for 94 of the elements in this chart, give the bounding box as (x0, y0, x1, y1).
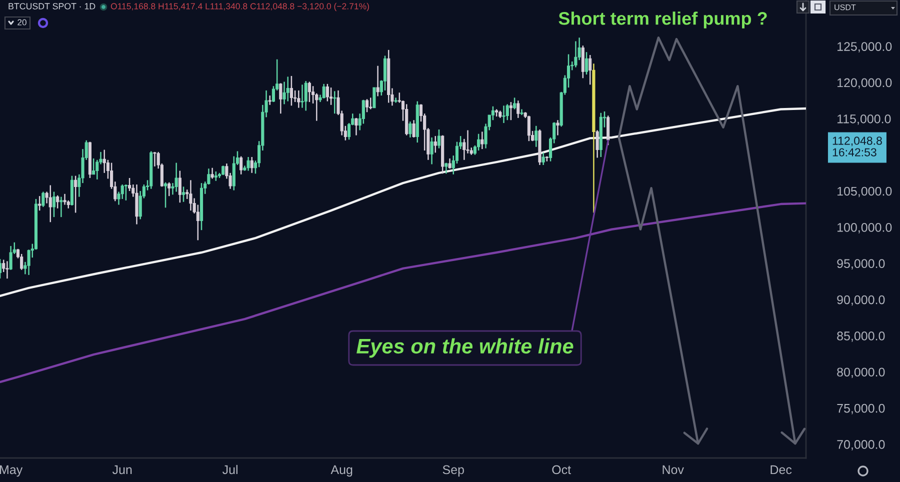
candlestick (214, 170, 218, 182)
candlestick (534, 125, 538, 148)
annotation: 20 (18, 19, 26, 26)
candlestick (556, 119, 560, 136)
candlestick (164, 182, 168, 208)
y-tick-label: 105,000.0 (838, 186, 892, 198)
candlestick (56, 194, 60, 210)
x-tick-label: Jul (222, 464, 238, 474)
candlestick (527, 115, 530, 142)
candlestick (300, 84, 304, 108)
candlestick (430, 136, 434, 165)
candlestick (240, 156, 243, 175)
x-tick-label: Aug (330, 465, 352, 477)
candlestick (135, 184, 138, 225)
candlestick (502, 105, 506, 124)
candlestick (412, 119, 416, 138)
candlestick (63, 193, 66, 206)
candlestick (38, 195, 42, 212)
candlestick (250, 156, 254, 174)
candlestick (480, 131, 484, 150)
candlestick (178, 170, 182, 204)
annotation: Eyes on the white line (356, 338, 574, 358)
candlestick (581, 44, 584, 79)
x-tick-label: May (0, 465, 23, 477)
candlestick (437, 128, 441, 149)
candlestick (20, 253, 24, 271)
candlestick (74, 175, 78, 214)
x-tick-label: Sep (442, 465, 464, 477)
y-tick-label: 80,000.0 (837, 368, 885, 378)
candlestick (42, 191, 45, 208)
candlestick (182, 186, 186, 202)
candlestick (279, 82, 282, 114)
candlestick (542, 152, 545, 166)
candlestick (434, 135, 437, 154)
candlestick (376, 65, 380, 97)
candlestick (297, 90, 300, 108)
candlestick (174, 162, 178, 192)
y-tick-label: 125,000.0 (838, 42, 892, 52)
candlestick (168, 182, 171, 197)
candlestick (326, 83, 329, 102)
candlestick (6, 260, 9, 280)
candlestick (124, 184, 128, 202)
y-tick-label: 115,000.0 (838, 114, 891, 125)
candlestick (286, 76, 290, 102)
candlestick (574, 40, 578, 68)
candlestick (365, 98, 369, 113)
candlestick (372, 87, 376, 108)
candlestick (354, 117, 358, 136)
x-tick-label: Jun (112, 465, 132, 474)
candlestick (606, 115, 610, 146)
candlestick (347, 122, 351, 140)
y-tick-label: 120,000.0 (838, 78, 892, 89)
y-tick-label: 90,000.0 (837, 295, 885, 306)
candlestick (383, 55, 387, 92)
candlestick (509, 101, 512, 121)
candlestick (516, 100, 520, 119)
x-tick-label: Nov (662, 465, 684, 474)
candlestick (153, 151, 156, 168)
chart-subtitle: O115,168.8 H115,417.4 L111,340.8 C112,048.8 −3,120.0 (−2.71%) (110, 2, 369, 12)
y-tick-label: 75,000.0 (837, 404, 885, 414)
candlestick (596, 130, 599, 158)
candlestick (513, 97, 516, 110)
text: 112,048.8 16:42:53 (832, 136, 882, 156)
y-tick-label: 95,000.0 (837, 259, 885, 270)
candlestick (52, 191, 56, 218)
line-series (0, 107, 806, 298)
candlestick (210, 167, 214, 180)
candlestick (60, 196, 63, 218)
candlestick (448, 158, 452, 170)
candlestick (246, 156, 250, 172)
candlestick (584, 51, 588, 76)
candlestick (322, 83, 326, 100)
y-tick-label: 70,000.0 (837, 440, 885, 450)
candlestick (268, 94, 272, 106)
candlestick (189, 180, 192, 212)
candlestick (304, 80, 308, 112)
candlestick (222, 165, 225, 176)
y-tick-label: 100,000.0 (838, 222, 892, 234)
y-tick-label: 85,000.0 (837, 332, 885, 342)
x-tick-label: Oct (552, 465, 571, 474)
candlestick (329, 86, 333, 106)
chart-title: BTCUSDT SPOT · 1D (8, 3, 96, 10)
candlestick (408, 120, 412, 138)
line-series (0, 202, 806, 384)
candlestick (290, 75, 293, 106)
candlestick (588, 54, 592, 86)
annotation: Short term relief pump ? (558, 12, 767, 28)
candlestick (308, 81, 311, 103)
candlestick (9, 245, 12, 271)
candlestick (477, 133, 480, 152)
text: USDT (834, 4, 856, 10)
x-tick-label: Dec (770, 465, 792, 474)
candlestick (506, 104, 509, 121)
candlestick (48, 184, 52, 223)
